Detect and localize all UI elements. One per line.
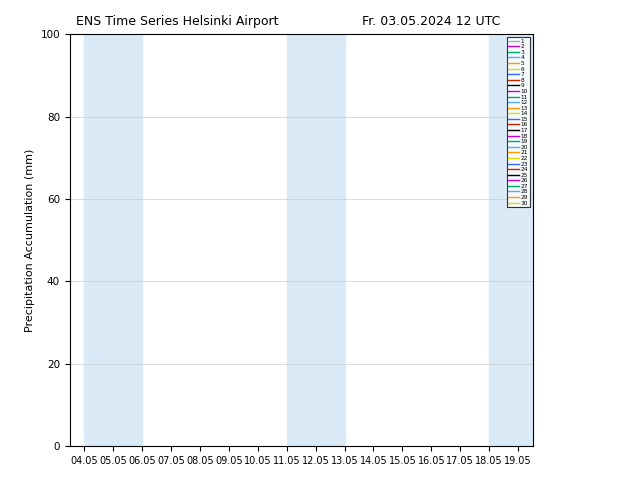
Text: Fr. 03.05.2024 12 UTC: Fr. 03.05.2024 12 UTC	[362, 15, 500, 28]
Legend: 1, 2, 3, 4, 5, 6, 7, 8, 9, 10, 11, 12, 13, 14, 15, 16, 17, 18, 19, 20, 21, 22, 2: 1, 2, 3, 4, 5, 6, 7, 8, 9, 10, 11, 12, 1…	[507, 37, 529, 207]
Y-axis label: Precipitation Accumulation (mm): Precipitation Accumulation (mm)	[25, 148, 35, 332]
Bar	[84, 34, 142, 446]
Bar	[287, 34, 344, 446]
Bar	[489, 34, 547, 446]
Text: ENS Time Series Helsinki Airport: ENS Time Series Helsinki Airport	[76, 15, 279, 28]
